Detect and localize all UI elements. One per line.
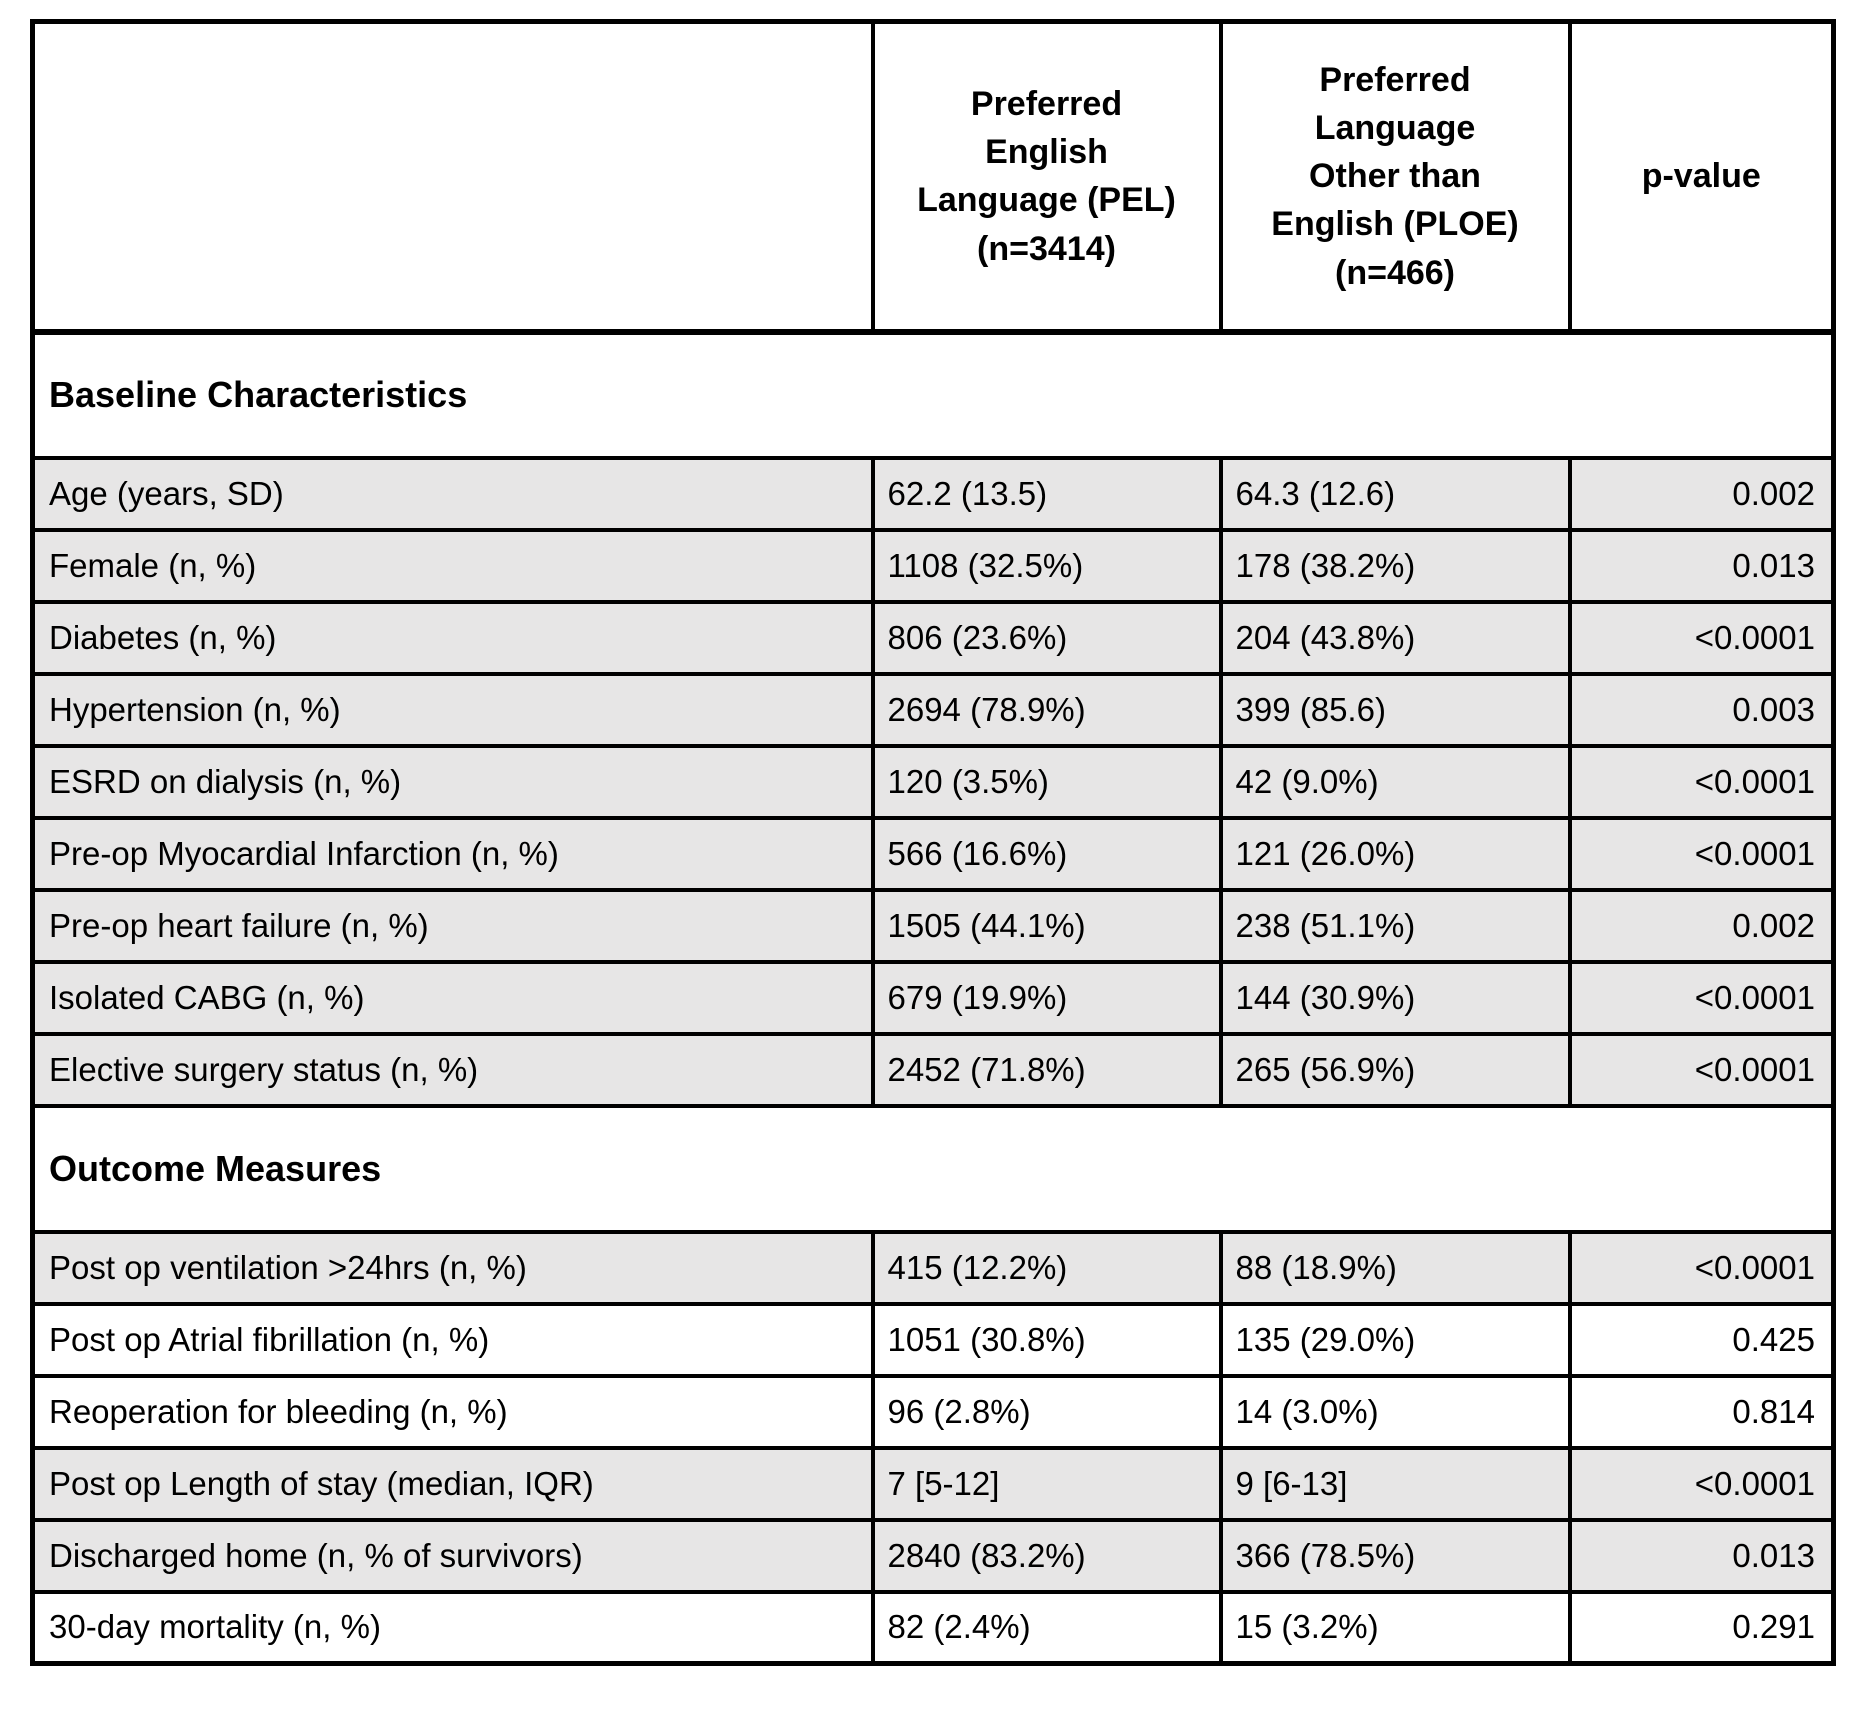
pel-value-cell: 679 (19.9%) [870,959,1223,1036]
ploe-column-header: Preferred Language Other than English (P… [1218,19,1572,335]
ploe-value-cell: 121 (26.0%) [1218,815,1572,892]
table-row: Female (n, %) 1108 (32.5%) 178 (38.2%) 0.01… [30,527,1836,604]
row-label-cell: Diabetes (n, %) [30,599,875,676]
row-label-cell: Hypertension (n, %) [30,671,875,748]
row-label-cell: Isolated CABG (n, %) [30,959,875,1036]
p-value-cell: <0.0001 [1567,599,1836,676]
pel-value-cell: 62.2 (13.5) [870,455,1223,532]
table-row: Post op Length of stay (median, IQR) 7 [5… [30,1445,1836,1522]
ploe-value-cell: 178 (38.2%) [1218,527,1572,604]
pel-value-cell: 96 (2.8%) [870,1373,1223,1450]
table-row: Diabetes (n, %) 806 (23.6%) 204 (43.8%) <0.… [30,599,1836,676]
row-label-cell: Post op Length of stay (median, IQR) [30,1445,875,1522]
p-value-cell: 0.814 [1567,1373,1836,1450]
p-value-column-header: p-value [1567,19,1836,335]
row-label-cell: Pre-op heart failure (n, %) [30,887,875,964]
ploe-value-cell: 14 (3.0%) [1218,1373,1572,1450]
row-label-cell: ESRD on dialysis (n, %) [30,743,875,820]
table-row: Pre-op heart failure (n, %) 1505 (44.1%) 2… [30,887,1836,964]
p-value-cell: <0.0001 [1567,815,1836,892]
table-row: Reoperation for bleeding (n, %) 96 (2.8%)… [30,1373,1836,1450]
ploe-value-cell: 135 (29.0%) [1218,1301,1572,1378]
row-label-cell: Reoperation for bleeding (n, %) [30,1373,875,1450]
table-row: ESRD on dialysis (n, %) 120 (3.5%) 42 (9.0… [30,743,1836,820]
ploe-value-cell: 204 (43.8%) [1218,599,1572,676]
table-row: Post op ventilation >24hrs (n, %) 415 (12… [30,1229,1836,1306]
row-label-cell: Elective surgery status (n, %) [30,1031,875,1108]
ploe-value-cell: 265 (56.9%) [1218,1031,1572,1108]
p-value-cell: <0.0001 [1567,959,1836,1036]
p-value-cell: 0.425 [1567,1301,1836,1378]
p-value-cell: <0.0001 [1567,743,1836,820]
table-row: Discharged home (n, % of survivors) 2840 … [30,1517,1836,1594]
p-value-cell: 0.002 [1567,455,1836,532]
p-value-cell: 0.291 [1567,1589,1836,1666]
ploe-value-cell: 15 (3.2%) [1218,1589,1572,1666]
ploe-value-cell: 144 (30.9%) [1218,959,1572,1036]
pel-value-cell: 415 (12.2%) [870,1229,1223,1306]
row-label-cell: Post op ventilation >24hrs (n, %) [30,1229,875,1306]
section-heading: Baseline Characteristics [30,329,1836,460]
pel-value-cell: 2840 (83.2%) [870,1517,1223,1594]
pel-value-cell: 2694 (78.9%) [870,671,1223,748]
pel-value-cell: 806 (23.6%) [870,599,1223,676]
row-label-cell: Female (n, %) [30,527,875,604]
table-row: Hypertension (n, %) 2694 (78.9%) 399 (85.6… [30,671,1836,748]
ploe-value-cell: 9 [6-13] [1218,1445,1572,1522]
pel-column-header: Preferred English Language (PEL) (n=3414… [870,19,1223,335]
ploe-value-cell: 42 (9.0%) [1218,743,1572,820]
p-value-cell: <0.0001 [1567,1445,1836,1522]
ploe-value-cell: 399 (85.6) [1218,671,1572,748]
table-row: 30-day mortality (n, %) 82 (2.4%) 15 (3.2%… [30,1589,1836,1666]
p-value-cell: 0.002 [1567,887,1836,964]
empty-corner-cell [30,19,875,335]
row-label-cell: Pre-op Myocardial Infarction (n, %) [30,815,875,892]
table-row: Elective surgery status (n, %) 2452 (71.8… [30,1031,1836,1108]
table-row: Age (years, SD) 62.2 (13.5) 64.3 (12.6) 0.0… [30,455,1836,532]
pel-value-cell: 82 (2.4%) [870,1589,1223,1666]
p-value-cell: <0.0001 [1567,1229,1836,1306]
section-heading: Outcome Measures [30,1103,1836,1234]
row-label-cell: 30-day mortality (n, %) [30,1589,875,1666]
ploe-value-cell: 88 (18.9%) [1218,1229,1572,1306]
row-label-cell: Age (years, SD) [30,455,875,532]
p-value-cell: 0.003 [1567,671,1836,748]
table-row: Isolated CABG (n, %) 679 (19.9%) 144 (30.9… [30,959,1836,1036]
table-body: Baseline Characteristics Age (years, SD) 6… [30,329,1836,1666]
ploe-value-cell: 238 (51.1%) [1218,887,1572,964]
pel-value-cell: 566 (16.6%) [870,815,1223,892]
comparison-table: Preferred English Language (PEL) (n=3414… [30,19,1836,1666]
p-value-cell: 0.013 [1567,1517,1836,1594]
pel-value-cell: 7 [5-12] [870,1445,1223,1522]
table-row: Pre-op Myocardial Infarction (n, %) 566 (… [30,815,1836,892]
section-heading-row: Baseline Characteristics [30,329,1836,460]
pel-value-cell: 1051 (30.8%) [870,1301,1223,1378]
pel-value-cell: 1505 (44.1%) [870,887,1223,964]
row-label-cell: Post op Atrial fibrillation (n, %) [30,1301,875,1378]
row-label-cell: Discharged home (n, % of survivors) [30,1517,875,1594]
section-heading-row: Outcome Measures [30,1103,1836,1234]
pel-value-cell: 2452 (71.8%) [870,1031,1223,1108]
table-header-row: Preferred English Language (PEL) (n=3414… [30,19,1836,335]
p-value-cell: <0.0001 [1567,1031,1836,1108]
pel-value-cell: 1108 (32.5%) [870,527,1223,604]
ploe-value-cell: 366 (78.5%) [1218,1517,1572,1594]
comparison-table-container: Preferred English Language (PEL) (n=3414… [30,19,1836,1666]
ploe-value-cell: 64.3 (12.6) [1218,455,1572,532]
p-value-cell: 0.013 [1567,527,1836,604]
pel-value-cell: 120 (3.5%) [870,743,1223,820]
table-row: Post op Atrial fibrillation (n, %) 1051 (… [30,1301,1836,1378]
